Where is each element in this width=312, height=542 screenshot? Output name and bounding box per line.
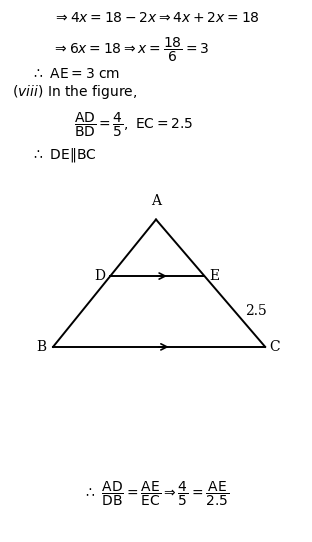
Text: $\Rightarrow 4x = 18 - 2x \Rightarrow 4x + 2x = 18$: $\Rightarrow 4x = 18 - 2x \Rightarrow 4x…	[53, 11, 259, 25]
Text: $\therefore\ \mathrm{AE} = 3\ \mathrm{cm}$: $\therefore\ \mathrm{AE} = 3\ \mathrm{cm…	[31, 67, 120, 81]
Text: $\dfrac{\mathrm{AD}}{\mathrm{BD}} = \dfrac{4}{5},\ \mathrm{EC} = 2.5$: $\dfrac{\mathrm{AD}}{\mathrm{BD}} = \dfr…	[75, 111, 194, 139]
Text: $\therefore\ \mathrm{DE} \| \mathrm{BC}$: $\therefore\ \mathrm{DE} \| \mathrm{BC}$	[31, 146, 97, 164]
Text: A: A	[151, 193, 161, 208]
Text: $(\mathit{viii})\ \mathrm{In\ the\ figure,}$: $(\mathit{viii})\ \mathrm{In\ the\ figur…	[12, 83, 138, 101]
Text: B: B	[36, 340, 46, 354]
Text: $\Rightarrow 6x = 18 \Rightarrow x = \dfrac{18}{6} = 3$: $\Rightarrow 6x = 18 \Rightarrow x = \df…	[52, 35, 210, 63]
Text: 2.5: 2.5	[245, 305, 267, 319]
Text: $\therefore\ \dfrac{\mathrm{AD}}{\mathrm{DB}} = \dfrac{\mathrm{AE}}{\mathrm{EC}}: $\therefore\ \dfrac{\mathrm{AD}}{\mathrm…	[83, 480, 229, 508]
Text: C: C	[269, 340, 280, 354]
Text: E: E	[209, 269, 219, 283]
Text: D: D	[94, 269, 105, 283]
